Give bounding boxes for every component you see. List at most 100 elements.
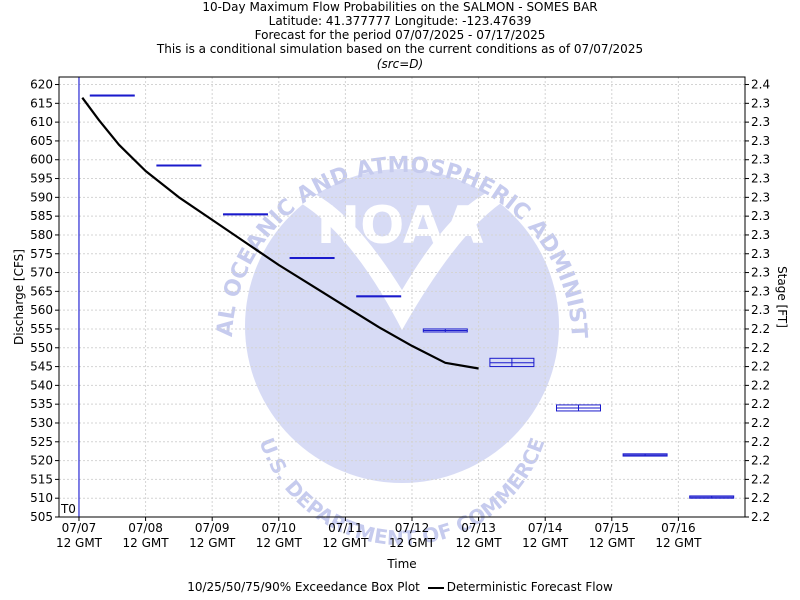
y-tick-label: 515 <box>30 472 53 486</box>
y2-tick-label: 2.2 <box>751 397 770 411</box>
x-tick-sublabel: 12 GMT <box>123 536 170 550</box>
x-tick-label: 07/08 <box>128 521 163 535</box>
y-tick-label: 615 <box>30 96 53 110</box>
x-tick-label: 07/16 <box>661 521 696 535</box>
chart-location: Latitude: 41.377777 Longitude: -123.4763… <box>268 14 532 28</box>
y-tick-label: 530 <box>30 416 53 430</box>
y-tick-label: 610 <box>30 115 53 129</box>
x-tick-sublabel: 12 GMT <box>522 536 569 550</box>
legend-forecast-line-label: Deterministic Forecast Flow <box>446 580 613 594</box>
y2-tick-label: 2.3 <box>751 172 770 186</box>
x-tick-sublabel: 12 GMT <box>456 536 503 550</box>
chart-period: Forecast for the period 07/07/2025 - 07/… <box>254 28 546 42</box>
axes: 505 2.2 510 2.2 515 2.2 520 2.2 525 2.2 530 2.2 535 2… <box>30 78 770 550</box>
y2-tick-label: 2.2 <box>751 416 770 430</box>
y2-tick-label: 2.3 <box>751 228 770 242</box>
y2-tick-label: 2.3 <box>751 153 770 167</box>
y-tick-label: 560 <box>30 303 53 317</box>
box-plot <box>289 257 335 260</box>
box-plot <box>689 495 735 499</box>
x-tick-sublabel: 12 GMT <box>189 536 236 550</box>
y-tick-label: 555 <box>30 322 53 336</box>
box-plot <box>489 357 535 368</box>
y-tick-label: 595 <box>30 172 53 186</box>
x-tick-label: 07/10 <box>261 521 296 535</box>
y-tick-label: 540 <box>30 378 53 392</box>
y2-tick-label: 2.3 <box>751 303 770 317</box>
forecast-flow-line <box>81 97 479 370</box>
x-tick-sublabel: 12 GMT <box>322 536 369 550</box>
x-tick-sublabel: 12 GMT <box>56 536 103 550</box>
y2-tick-label: 2.2 <box>751 472 770 486</box>
box-plot <box>356 295 402 298</box>
box-plot <box>222 213 268 216</box>
forecast-line-group <box>81 97 479 370</box>
x-tick-label: 07/14 <box>528 521 563 535</box>
y2-tick-label: 2.3 <box>751 247 770 261</box>
y-tick-label: 600 <box>30 153 53 167</box>
y2-tick-label: 2.2 <box>751 378 770 392</box>
noaa-logo-bird-shape <box>272 185 525 330</box>
y2-tick-label: 2.2 <box>751 360 770 374</box>
y2-tick-label: 2.3 <box>751 96 770 110</box>
x-tick-sublabel: 12 GMT <box>589 536 636 550</box>
y2-tick-label: 2.3 <box>751 115 770 129</box>
y2-tick-label: 2.2 <box>751 454 770 468</box>
y2-tick-label: 2.3 <box>751 134 770 148</box>
y-tick-label: 525 <box>30 435 53 449</box>
x-tick-label: 07/13 <box>461 521 496 535</box>
legend-box-plot-label: 10/25/50/75/90% Exceedance Box Plot <box>187 580 420 594</box>
y-tick-label: 535 <box>30 397 53 411</box>
y-tick-label: 505 <box>30 510 53 524</box>
x-tick-label: 07/07 <box>62 521 97 535</box>
chart-condition-note: This is a conditional simulation based o… <box>156 42 644 56</box>
y-tick-label: 585 <box>30 209 53 223</box>
t0-marker: T0 <box>60 77 80 517</box>
y2-tick-label: 2.4 <box>751 78 770 92</box>
y-tick-label: 570 <box>30 266 53 280</box>
box-plots <box>89 94 735 499</box>
legend-forecast-line-sample <box>427 586 444 589</box>
box-plot <box>156 164 202 167</box>
x-tick-sublabel: 12 GMT <box>389 536 436 550</box>
y-tick-label: 565 <box>30 284 53 298</box>
x-tick-sublabel: 12 GMT <box>256 536 303 550</box>
y2-tick-label: 2.3 <box>751 209 770 223</box>
y-tick-label: 510 <box>30 491 53 505</box>
chart-source-note: (src=D) <box>376 57 424 71</box>
y2-tick-label: 2.2 <box>751 341 770 355</box>
y2-tick-label: 2.3 <box>751 190 770 204</box>
y2-tick-label: 2.2 <box>751 510 770 524</box>
y-tick-label: 590 <box>30 190 53 204</box>
x-tick-sublabel: 12 GMT <box>655 536 702 550</box>
chart-title: 10-Day Maximum Flow Probabilities on the… <box>202 0 598 14</box>
box-plot <box>622 453 668 457</box>
y-tick-label: 580 <box>30 228 53 242</box>
x-tick-label: 07/11 <box>328 521 363 535</box>
x-tick-label: 07/12 <box>395 521 430 535</box>
y-axis-title: Discharge [CFS] <box>12 249 26 345</box>
y2-axis-title: Stage [FT] <box>775 266 789 328</box>
y2-tick-label: 2.3 <box>751 284 770 298</box>
plot-frame <box>58 76 746 518</box>
y-tick-label: 575 <box>30 247 53 261</box>
y-tick-label: 605 <box>30 134 53 148</box>
box-plot <box>555 404 601 412</box>
noaa-logo-text: NOAA <box>317 196 484 256</box>
legend: 10/25/50/75/90% Exceedance Box Plot Dete… <box>0 580 800 594</box>
box-plot <box>422 328 468 333</box>
y-tick-label: 545 <box>30 360 53 374</box>
t0-label: T0 <box>60 502 76 516</box>
x-tick-label: 07/09 <box>195 521 230 535</box>
y2-tick-label: 2.2 <box>751 322 770 336</box>
x-tick-label: 07/15 <box>594 521 629 535</box>
y2-tick-label: 2.2 <box>751 491 770 505</box>
y-tick-label: 620 <box>30 78 53 92</box>
y-tick-label: 520 <box>30 454 53 468</box>
x-axis-title: Time <box>386 557 416 571</box>
y-tick-label: 550 <box>30 341 53 355</box>
y2-tick-label: 2.3 <box>751 266 770 280</box>
y2-tick-label: 2.2 <box>751 435 770 449</box>
box-plot <box>89 94 135 97</box>
